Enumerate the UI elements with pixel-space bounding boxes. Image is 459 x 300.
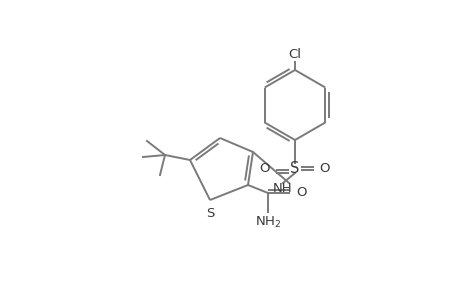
Text: S: S (205, 207, 214, 220)
Text: O: O (259, 161, 270, 175)
Text: Cl: Cl (288, 48, 301, 61)
Text: O: O (319, 161, 330, 175)
Text: NH$_2$: NH$_2$ (254, 215, 280, 230)
Text: O: O (295, 187, 306, 200)
Text: NH: NH (273, 182, 292, 196)
Text: S: S (290, 160, 299, 175)
